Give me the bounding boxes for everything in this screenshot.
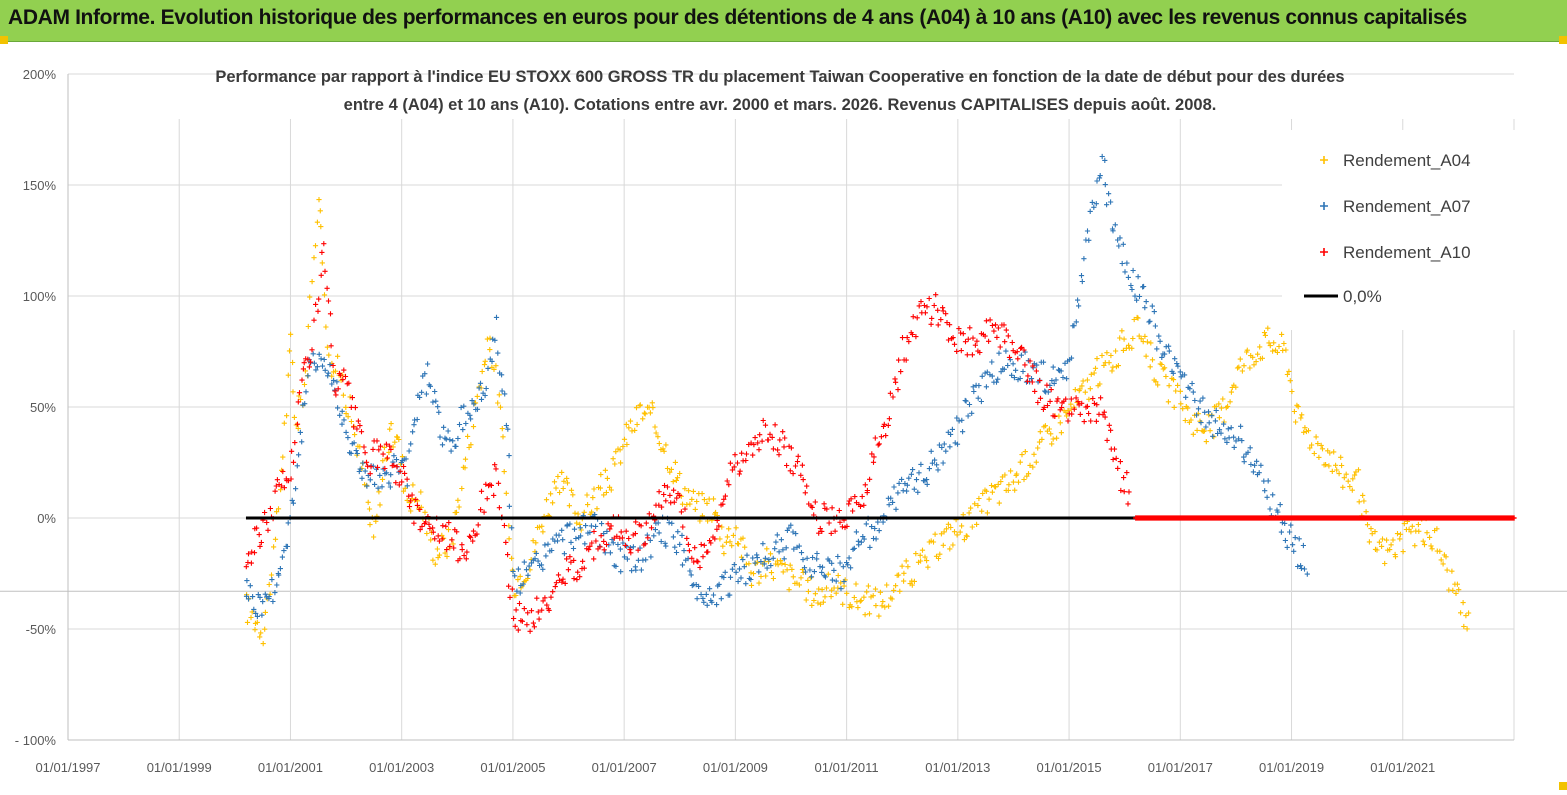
x-tick-label: 01/01/1999 (147, 760, 212, 775)
title-banner: ADAM Informe. Evolution historique des p… (0, 0, 1567, 42)
marker-cloud-A07 (243, 153, 1310, 619)
legend-label: Rendement_A07 (1343, 197, 1471, 216)
x-tick-label: 01/01/2009 (703, 760, 768, 775)
y-tick-label: -50% (26, 622, 57, 637)
x-tick-label: 01/01/2001 (258, 760, 323, 775)
legend-item: Rendement_A10 (1320, 243, 1471, 262)
y-tick-label: 150% (23, 178, 57, 193)
legend-marker-icon (1320, 156, 1328, 164)
page-title: ADAM Informe. Evolution historique des p… (8, 6, 1468, 29)
legend-label: Rendement_A10 (1343, 243, 1471, 262)
legend-marker-icon (1320, 202, 1328, 210)
corner-marker-top-right (1559, 36, 1567, 44)
zero-reference-line (245, 515, 1517, 521)
x-tick-label: 01/01/2011 (815, 760, 879, 775)
legend-label: Rendement_A04 (1343, 151, 1471, 170)
legend-item: 0,0% (1304, 287, 1382, 306)
y-tick-label: - 100% (15, 733, 57, 748)
a10-zero-markers (1133, 515, 1517, 521)
x-tick-label: 01/01/2021 (1370, 760, 1435, 775)
legend-label: 0,0% (1343, 287, 1382, 306)
corner-marker-bottom-right (1559, 782, 1567, 790)
x-axis: 01/01/1997 01/01/1999 01/01/2001 01/01/2003… (35, 760, 1435, 775)
series-A07 (243, 153, 1310, 619)
x-tick-label: 01/01/2015 (1037, 760, 1102, 775)
chart-title-line-2: entre 4 (A04) et 10 ans (A10). Cotations… (344, 96, 1217, 114)
y-tick-label: 50% (30, 400, 56, 415)
data-markers (243, 153, 1472, 647)
performance-chart: 200%150%100%50%0%-50%- 100% 01/01/1997 01… (0, 67, 1567, 775)
legend-marker-icon (1320, 248, 1328, 256)
x-tick-label: 01/01/2003 (369, 760, 434, 775)
chart-title: Performance par rapport à l'indice EU ST… (215, 68, 1344, 114)
x-tick-label: 01/01/2013 (925, 760, 990, 775)
legend-item: Rendement_A07 (1320, 197, 1471, 216)
y-tick-label: 0% (37, 511, 56, 526)
marker-cloud-A10 (243, 241, 1132, 634)
series-A10 (243, 241, 1132, 634)
x-tick-label: 01/01/1997 (35, 760, 100, 775)
corner-marker-top-left (0, 36, 8, 44)
chart-area: 200% 150% 100% 50% 0% -50% - 100% 01/01/1997 01… (0, 42, 1567, 790)
x-tick-label: 01/01/2007 (592, 760, 657, 775)
x-tick-label: 01/01/2019 (1259, 760, 1324, 775)
legend: Rendement_A04 Rendement_A07 Rendement_A10 0… (1282, 130, 1518, 330)
x-tick-label: 01/01/2017 (1148, 760, 1213, 775)
x-tick-label: 01/01/2005 (480, 760, 545, 775)
chart-title-line-1: Performance par rapport à l'indice EU ST… (215, 68, 1344, 86)
y-tick-label: 200% (23, 67, 57, 82)
y-tick-label: 100% (23, 289, 57, 304)
y-axis: 200% 150% 100% 50% 0% -50% - 100% (15, 67, 57, 748)
legend-item: Rendement_A04 (1320, 151, 1471, 170)
